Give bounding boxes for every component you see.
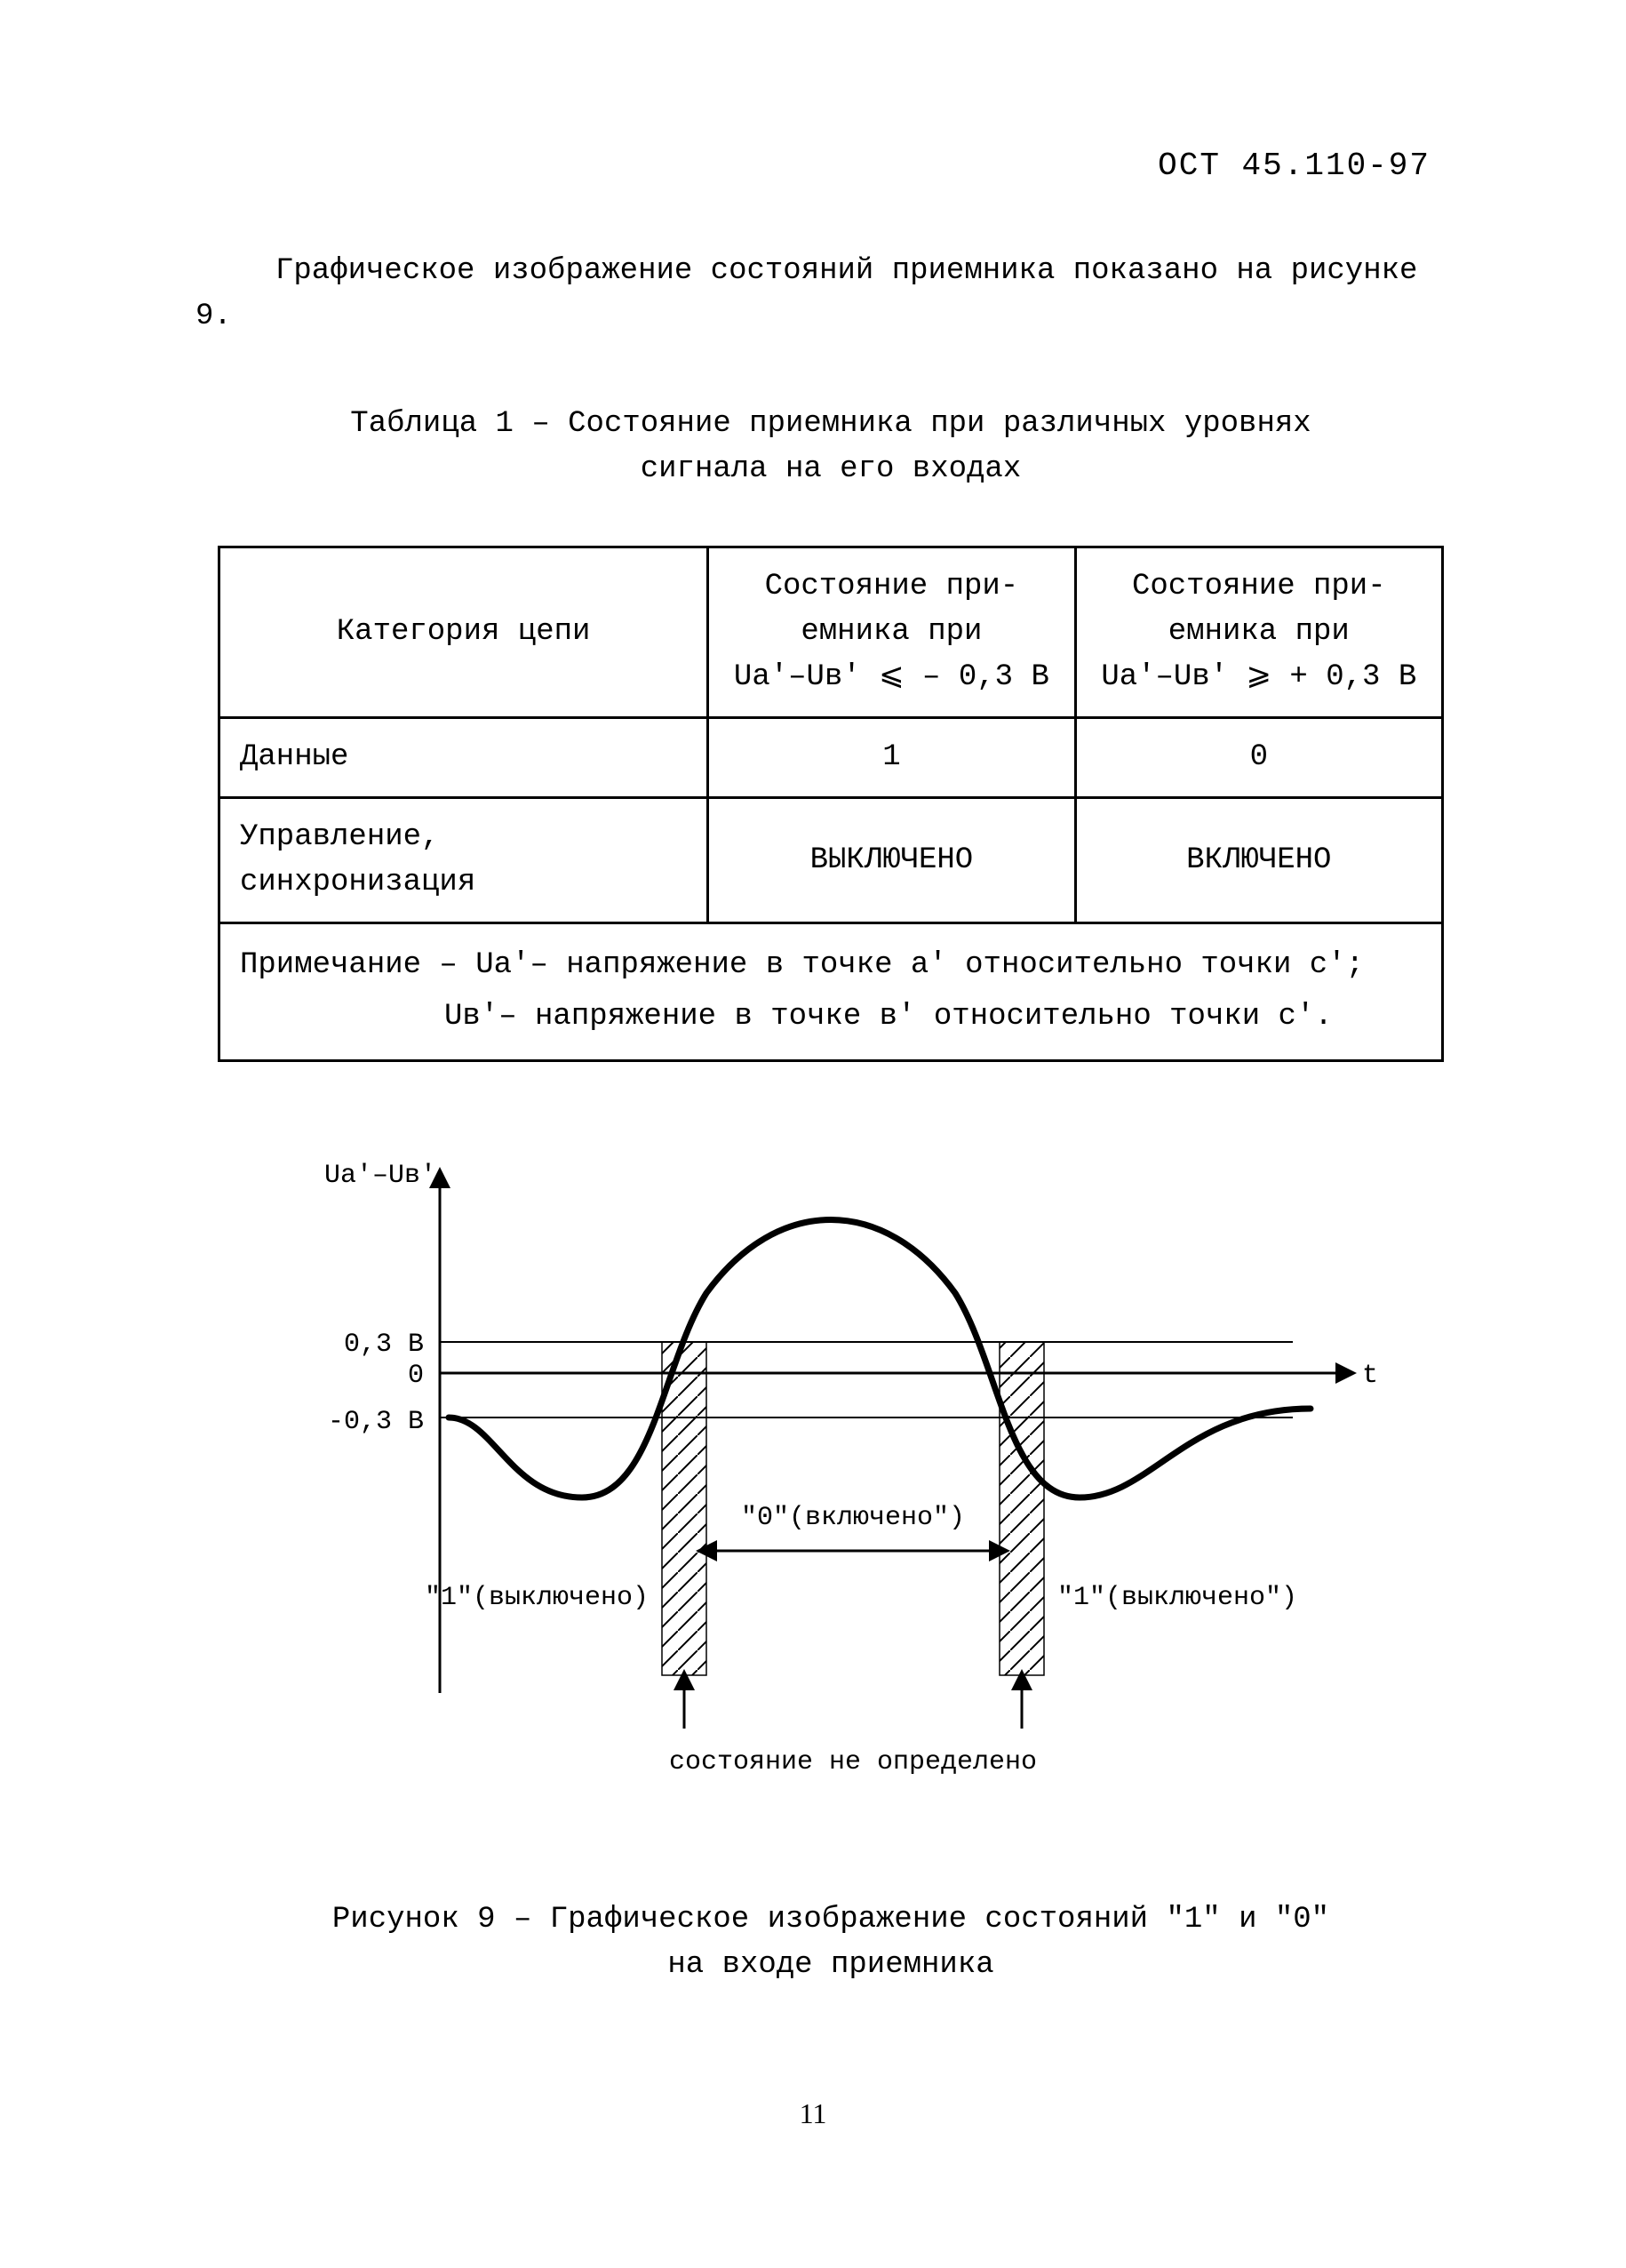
cell-high: 0 [1075, 718, 1442, 798]
table-caption-line1: Таблица 1 – Состояние приемника при разл… [350, 407, 1311, 441]
col-header-low: Состояние при- емника при Ua'–Uв' ⩽ – 0,… [708, 547, 1075, 718]
svg-text:"1"(выключено): "1"(выключено) [425, 1583, 649, 1613]
document-code: ОСТ 45.110-97 [1158, 142, 1431, 190]
svg-text:"1"(выключено"): "1"(выключено") [1057, 1583, 1297, 1613]
col-header-high: Состояние при- емника при Ua'–Uв' ⩾ + 0,… [1075, 547, 1442, 718]
document-page: ОСТ 45.110-97 Графическое изображение со… [0, 0, 1626, 2268]
col-header-low-l2: емника при [801, 615, 982, 649]
svg-text:t: t [1362, 1361, 1378, 1391]
svg-text:0: 0 [408, 1361, 424, 1391]
table-header-row: Категория цепи Состояние при- емника при… [219, 547, 1443, 718]
table-caption-line2: сигнала на его входах [195, 447, 1466, 492]
table-note-row: Примечание – Uа'– напряжение в точке a' … [219, 923, 1443, 1061]
table-row: Данные 1 0 [219, 718, 1443, 798]
cell-category: Управление, синхронизация [219, 798, 708, 923]
cell-high: ВКЛЮЧЕНО [1075, 798, 1442, 923]
page-number: 11 [0, 2092, 1626, 2135]
table-note-line2: Uв'– напряжение в точке в' относительно … [240, 992, 1422, 1043]
figure-caption: Рисунок 9 – Графическое изображение сост… [195, 1897, 1466, 1988]
col-header-low-l3: Ua'–Uв' ⩽ – 0,3 В [734, 660, 1049, 694]
table-note-line1: Примечание – Uа'– напряжение в точке a' … [240, 948, 1364, 982]
col-header-high-l1: Состояние при- [1132, 570, 1386, 603]
table-row: Управление, синхронизация ВЫКЛЮЧЕНО ВКЛЮ… [219, 798, 1443, 923]
figure-caption-line1: Рисунок 9 – Графическое изображение сост… [332, 1903, 1329, 1937]
cell-low: ВЫКЛЮЧЕНО [708, 798, 1075, 923]
svg-text:"0"(включено"): "0"(включено") [741, 1503, 965, 1533]
col-header-category: Категория цепи [219, 547, 708, 718]
svg-text:состояние не определено: состояние не определено [669, 1747, 1037, 1777]
table-note: Примечание – Uа'– напряжение в точке a' … [219, 923, 1443, 1061]
col-header-high-l2: емника при [1168, 615, 1350, 649]
figure-svg: Uа'–Uв' t 0,3 В0 -0,3 В "0"(включено") "1"(вы… [209, 1142, 1453, 1817]
col-header-high-l3: Ua'–Uв' ⩾ + 0,3 В [1101, 660, 1416, 694]
figure-caption-line2: на входе приемника [667, 1948, 993, 1982]
table-caption: Таблица 1 – Состояние приемника при разл… [195, 402, 1466, 492]
states-table: Категория цепи Состояние при- емника при… [218, 546, 1444, 1062]
svg-text:0,3 В: 0,3 В [344, 1330, 424, 1360]
svg-text:-0,3 В: -0,3 В [328, 1407, 424, 1437]
figure-9: Uа'–Uв' t 0,3 В0 -0,3 В "0"(включено") "1"(вы… [195, 1142, 1466, 1817]
cell-category: Данные [219, 718, 708, 798]
svg-text:Uа'–Uв': Uа'–Uв' [324, 1161, 436, 1191]
cell-low: 1 [708, 718, 1075, 798]
intro-paragraph: Графическое изображение состояний приемн… [195, 249, 1466, 339]
col-header-low-l1: Состояние при- [765, 570, 1019, 603]
